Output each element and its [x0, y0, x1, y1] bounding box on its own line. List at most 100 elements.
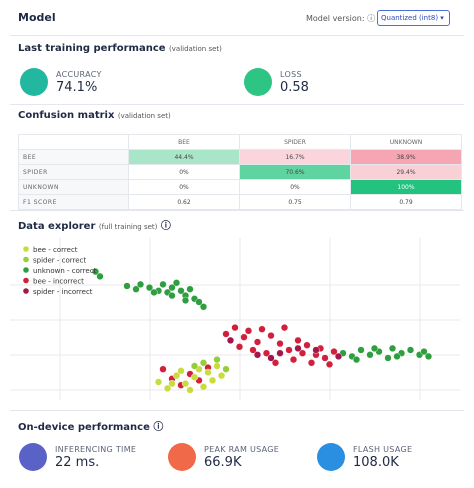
data-point — [253, 338, 262, 346]
data-point — [267, 354, 275, 362]
data-point — [136, 280, 145, 289]
data-point — [208, 376, 217, 385]
metric-icon — [317, 443, 345, 471]
table-cell: 16.7% — [239, 149, 351, 165]
metric-icon — [19, 443, 47, 471]
table-cell: UNKNOWN — [18, 179, 129, 195]
section-title: Confusion matrix (validation set) — [18, 110, 171, 121]
subtitle: (full training set) — [98, 223, 158, 231]
data-point — [276, 349, 284, 357]
data-point — [145, 284, 154, 292]
data-point — [231, 324, 239, 332]
title-text: Data explorer — [18, 221, 96, 232]
data-point — [244, 327, 253, 335]
table-cell: 0% — [239, 179, 351, 195]
data-point — [222, 365, 230, 373]
data-point — [307, 359, 316, 367]
separator — [10, 35, 464, 36]
metric-label: PEAK RAM USAGE — [204, 445, 280, 454]
table-cell: 0.75 — [239, 194, 351, 210]
data-point — [213, 362, 221, 370]
table-row: F1 SCORE 0.62 0.75 0.79 — [18, 194, 462, 210]
data-point — [172, 279, 181, 287]
metric-value: 0.58 — [280, 80, 309, 95]
section-title: On-device performance ⓘ — [18, 422, 164, 433]
metric-icon — [20, 68, 48, 96]
data-point — [172, 372, 181, 380]
table-cell: 0.62 — [128, 194, 240, 210]
data-point — [267, 332, 275, 340]
data-point — [303, 341, 311, 349]
title-text: On-device performance — [18, 422, 150, 433]
data-point — [226, 336, 235, 345]
data-point — [217, 372, 226, 380]
data-point — [258, 325, 266, 333]
data-point — [249, 346, 257, 354]
table-cell: 44.4% — [128, 149, 240, 165]
data-point — [366, 351, 374, 359]
data-point — [285, 346, 293, 354]
metric-label: ACCURACY — [56, 70, 102, 79]
data-point — [271, 359, 280, 367]
table-cell: SPIDER — [18, 164, 129, 180]
metric-value: 66.9K — [204, 455, 242, 470]
section-title: Last training performance (validation se… — [18, 43, 222, 54]
section-title: Data explorer (full training set) ⓘ — [18, 221, 171, 232]
separator — [10, 410, 464, 411]
data-point — [294, 344, 302, 353]
legend-swatch — [23, 267, 29, 273]
data-point — [330, 348, 338, 356]
data-point — [195, 298, 203, 306]
data-point — [325, 360, 334, 369]
data-point — [190, 362, 199, 370]
data-point — [240, 333, 248, 341]
data-point — [159, 365, 167, 373]
data-point — [204, 368, 212, 377]
data-point — [276, 340, 284, 348]
data-point — [181, 296, 190, 305]
data-point — [222, 330, 230, 338]
data-point — [91, 268, 100, 276]
data-point — [132, 285, 140, 293]
metric-value: 74.1% — [56, 80, 98, 95]
data-point — [312, 346, 320, 354]
data-point — [190, 373, 199, 381]
plot-grid — [10, 238, 460, 400]
data-point — [262, 349, 271, 357]
data-point — [280, 324, 289, 332]
data-point — [289, 356, 298, 364]
separator — [10, 104, 464, 105]
metric-value: 108.0K — [353, 455, 399, 470]
data-point — [199, 303, 208, 311]
metric-value: 22 ms. — [55, 455, 100, 470]
title: Model — [18, 11, 56, 24]
metric-label: FLASH USAGE — [353, 445, 413, 454]
table-row: BEE 44.4% 16.7% 38.9% — [18, 149, 462, 165]
version-label: Model version: ⓘ — [306, 14, 376, 23]
data-point — [321, 354, 329, 362]
data-point — [154, 378, 163, 386]
version-select[interactable]: Quantized (int8) ▾ — [377, 10, 450, 26]
table-cell: 38.9% — [350, 149, 462, 165]
data-point — [159, 280, 167, 289]
table-cell: F1 SCORE — [18, 194, 129, 210]
data-point — [168, 292, 176, 300]
metric-label: INFERENCING TIME — [55, 445, 137, 454]
subtitle: (validation set) — [117, 112, 171, 120]
data-point — [334, 352, 343, 361]
data-point — [352, 356, 361, 364]
legend-swatch — [23, 277, 29, 284]
data-point — [213, 356, 221, 364]
data-point — [177, 367, 185, 375]
subtitle: (validation set) — [169, 45, 222, 53]
data-point — [253, 351, 262, 359]
confusion-matrix: BEE SPIDER UNKNOWN BEE 44.4% 16.7% 38.9% SPIDER… — [18, 134, 462, 210]
data-point — [393, 352, 401, 361]
legend-label: unknown - correct — [33, 267, 97, 275]
title-text: Confusion matrix — [18, 110, 115, 121]
data-point — [96, 272, 104, 281]
separator — [10, 210, 464, 211]
data-point — [123, 282, 131, 290]
data-point — [163, 384, 172, 393]
